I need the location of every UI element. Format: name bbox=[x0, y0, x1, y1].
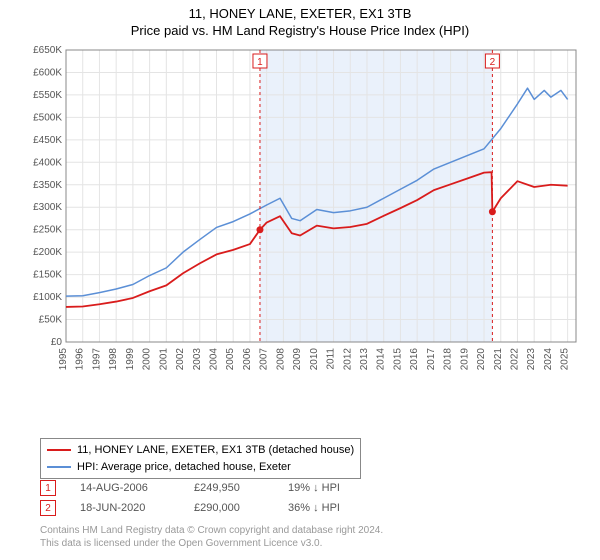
footer-line-1: Contains HM Land Registry data © Crown c… bbox=[40, 524, 383, 537]
legend-label: HPI: Average price, detached house, Exet… bbox=[77, 459, 291, 476]
legend-swatch bbox=[47, 449, 71, 451]
sale-row: 2 18-JUN-2020 £290,000 36% ↓ HPI bbox=[40, 500, 368, 516]
svg-text:£250K: £250K bbox=[33, 225, 62, 236]
svg-text:2009: 2009 bbox=[292, 348, 303, 371]
svg-text:1996: 1996 bbox=[75, 348, 86, 371]
sale-row: 1 14-AUG-2006 £249,950 19% ↓ HPI bbox=[40, 480, 368, 496]
sale-date: 18-JUN-2020 bbox=[80, 502, 170, 514]
sale-diff: 36% ↓ HPI bbox=[288, 502, 368, 514]
svg-text:2020: 2020 bbox=[476, 348, 487, 371]
svg-text:1995: 1995 bbox=[58, 348, 69, 371]
svg-text:2025: 2025 bbox=[560, 348, 571, 371]
svg-text:2016: 2016 bbox=[409, 348, 420, 371]
svg-text:2006: 2006 bbox=[242, 348, 253, 371]
footer-note: Contains HM Land Registry data © Crown c… bbox=[40, 524, 383, 550]
svg-text:£650K: £650K bbox=[33, 45, 62, 56]
svg-text:£550K: £550K bbox=[33, 90, 62, 101]
legend-label: 11, HONEY LANE, EXETER, EX1 3TB (detache… bbox=[77, 442, 354, 459]
svg-text:£200K: £200K bbox=[33, 247, 62, 258]
page-subtitle: Price paid vs. HM Land Registry's House … bbox=[0, 23, 600, 38]
svg-text:2008: 2008 bbox=[275, 348, 286, 371]
svg-text:£600K: £600K bbox=[33, 67, 62, 78]
svg-text:2003: 2003 bbox=[192, 348, 203, 371]
price-chart: £0 £50K £100K £150K £200K £250K £300K £350K £400… bbox=[20, 42, 580, 382]
svg-text:2004: 2004 bbox=[208, 348, 219, 371]
svg-text:£100K: £100K bbox=[33, 292, 62, 303]
sale-marker-icon: 1 bbox=[40, 480, 56, 496]
svg-text:£500K: £500K bbox=[33, 112, 62, 123]
svg-text:£150K: £150K bbox=[33, 270, 62, 281]
svg-text:1: 1 bbox=[257, 57, 263, 68]
svg-text:2010: 2010 bbox=[309, 348, 320, 371]
svg-text:2024: 2024 bbox=[543, 348, 554, 371]
svg-text:2014: 2014 bbox=[376, 348, 387, 371]
svg-text:2015: 2015 bbox=[392, 348, 403, 371]
sale-diff: 19% ↓ HPI bbox=[288, 482, 368, 494]
svg-text:2019: 2019 bbox=[459, 348, 470, 371]
svg-text:1998: 1998 bbox=[108, 348, 119, 371]
legend-item: HPI: Average price, detached house, Exet… bbox=[47, 459, 354, 476]
svg-text:£400K: £400K bbox=[33, 157, 62, 168]
legend-swatch bbox=[47, 466, 71, 468]
svg-text:£0: £0 bbox=[51, 337, 63, 348]
legend: 11, HONEY LANE, EXETER, EX1 3TB (detache… bbox=[40, 438, 361, 479]
svg-text:£350K: £350K bbox=[33, 180, 62, 191]
svg-text:2002: 2002 bbox=[175, 348, 186, 371]
legend-item: 11, HONEY LANE, EXETER, EX1 3TB (detache… bbox=[47, 442, 354, 459]
svg-text:£450K: £450K bbox=[33, 135, 62, 146]
svg-text:£300K: £300K bbox=[33, 202, 62, 213]
sale-price: £249,950 bbox=[194, 482, 264, 494]
svg-text:2: 2 bbox=[490, 57, 496, 68]
svg-text:2018: 2018 bbox=[443, 348, 454, 371]
sale-date: 14-AUG-2006 bbox=[80, 482, 170, 494]
footer-line-2: This data is licensed under the Open Gov… bbox=[40, 537, 383, 550]
svg-text:2017: 2017 bbox=[426, 348, 437, 371]
svg-text:£50K: £50K bbox=[39, 315, 63, 326]
svg-text:2001: 2001 bbox=[158, 348, 169, 371]
sales-table: 1 14-AUG-2006 £249,950 19% ↓ HPI 2 18-JUN-202… bbox=[40, 480, 368, 520]
svg-text:2005: 2005 bbox=[225, 348, 236, 371]
sale-price: £290,000 bbox=[194, 502, 264, 514]
svg-text:2000: 2000 bbox=[142, 348, 153, 371]
svg-text:2013: 2013 bbox=[359, 348, 370, 371]
svg-text:2007: 2007 bbox=[259, 348, 270, 371]
svg-text:2011: 2011 bbox=[326, 348, 337, 370]
svg-text:2021: 2021 bbox=[493, 348, 504, 371]
svg-text:1997: 1997 bbox=[91, 348, 102, 371]
svg-text:2012: 2012 bbox=[342, 348, 353, 371]
svg-text:2023: 2023 bbox=[526, 348, 537, 371]
svg-text:1999: 1999 bbox=[125, 348, 136, 371]
sale-marker-icon: 2 bbox=[40, 500, 56, 516]
svg-text:2022: 2022 bbox=[509, 348, 520, 371]
page-title: 11, HONEY LANE, EXETER, EX1 3TB bbox=[0, 6, 600, 21]
